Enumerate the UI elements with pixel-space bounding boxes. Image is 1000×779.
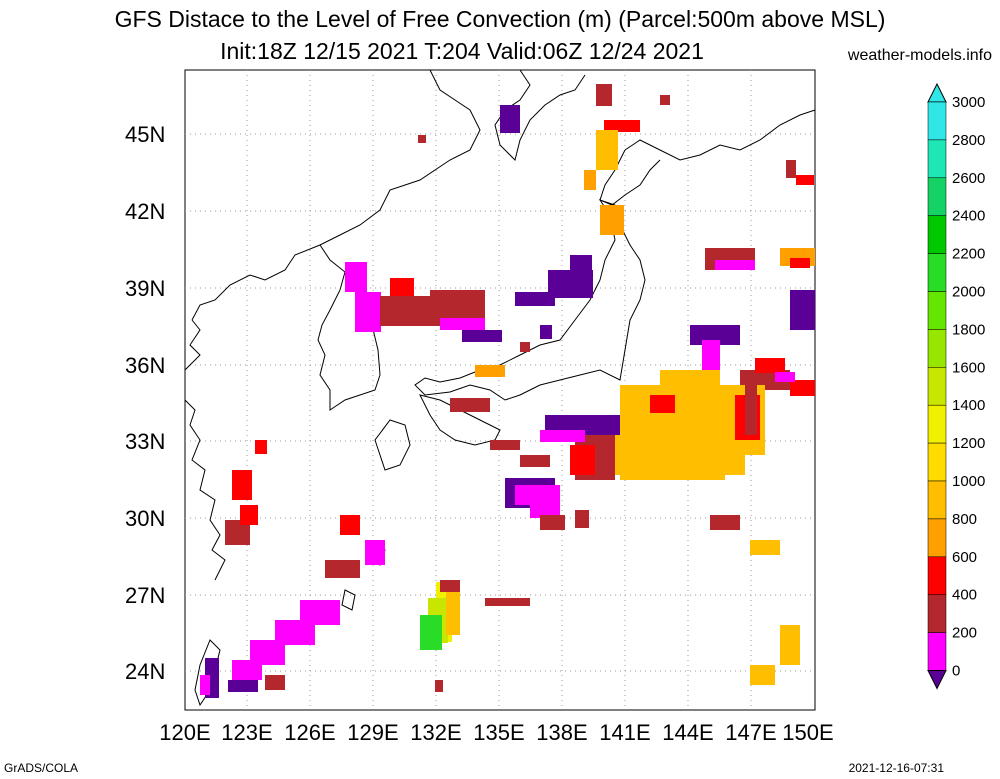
colorbar-label: 1400 [952,397,985,414]
colorbar-label: 2000 [952,284,985,301]
colorbar-label: 3000 [952,94,985,111]
colorbar-label: 1200 [952,435,985,452]
colorbar-swatch [927,442,947,482]
colorbar-swatch [927,367,947,406]
colorbar-label: 1000 [952,473,985,490]
colorbar-label: 400 [952,587,977,604]
colorbar-label: 800 [952,511,977,528]
lat-label: 27N [125,583,165,608]
colorbar-swatch [927,215,947,254]
colorbar-label: 0 [952,663,960,680]
lat-label: 39N [125,276,165,301]
lat-label: 30N [125,506,165,531]
latitude-labels: 45N 42N 39N 36N 33N 30N 27N 24N [125,122,165,684]
colorbar-label: 1800 [952,321,985,338]
colorbar-label: 2800 [952,132,985,149]
lfc-shading [200,84,815,698]
colorbar-swatch [927,518,947,558]
lon-label: 123E [221,720,272,745]
colorbar-label: 200 [952,625,977,642]
lat-label: 33N [125,429,165,454]
lon-label: 132E [410,720,461,745]
colorbar-label: 600 [952,549,977,566]
colorbar-swatch [927,253,947,292]
lon-label: 126E [284,720,335,745]
colorbar-swatch [927,139,947,179]
colorbar-swatch [927,632,947,671]
colorbar: 3000280026002400220020001800160014001200… [927,82,985,690]
colorbar-swatch [927,177,947,216]
chart-title: GFS Distace to the Level of Free Convect… [114,6,886,32]
lon-label: 138E [536,720,587,745]
colorbar-label: 2600 [952,170,985,187]
map-area [184,69,816,711]
colorbar-label: 1600 [952,359,985,376]
colorbar-top-arrow [927,82,947,103]
lat-label: 42N [125,199,165,224]
lon-label: 135E [473,720,524,745]
lon-label: 144E [662,720,713,745]
colorbar-swatch [927,329,947,368]
lon-label: 141E [599,720,650,745]
colorbar-bottom-arrow [927,670,947,690]
site-credit: weather-models.info [847,47,992,64]
colorbar-swatch [927,404,947,444]
colorbar-label: 2200 [952,246,985,263]
colorbar-swatch [927,291,947,330]
lon-label: 120E [159,720,210,745]
footer-timestamp: 2021-12-16-07:31 [848,761,944,775]
lon-label: 147E [725,720,776,745]
colorbar-swatch [927,480,947,520]
lat-label: 24N [125,659,165,684]
colorbar-swatch [927,556,947,595]
colorbar-label: 2400 [952,208,985,225]
lon-label: 129E [347,720,398,745]
footer-credit: GrADS/COLA [4,761,79,775]
lon-label: 150E [782,720,833,745]
longitude-labels: 120E 123E 126E 129E 132E 135E 138E 141E … [159,720,833,745]
colorbar-swatch [927,594,947,633]
lat-label: 36N [125,353,165,378]
lat-label: 45N [125,122,165,147]
colorbar-swatch [927,101,947,141]
chart-subtitle: Init:18Z 12/15 2021 T:204 Valid:06Z 12/2… [220,38,704,64]
